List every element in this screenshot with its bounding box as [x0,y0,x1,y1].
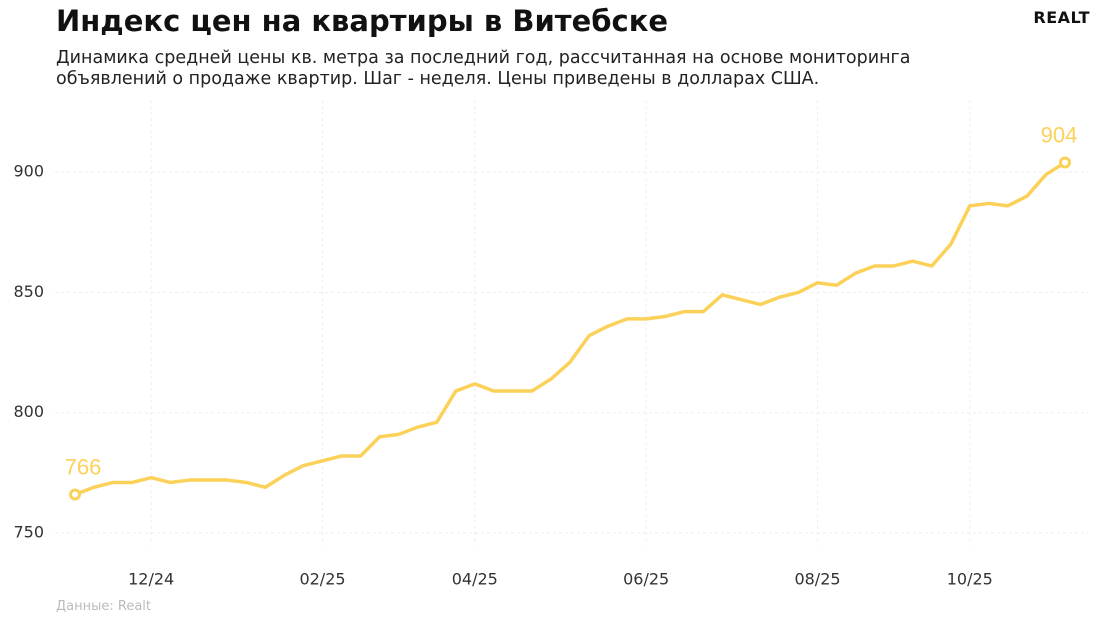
x-tick-label: 06/25 [623,570,669,589]
source: Данные: Realt [56,599,152,614]
line [74,161,1066,497]
x-tick-label: 08/25 [794,570,840,589]
data-label: 766 [65,454,102,479]
y-tick-label: 750 [13,522,44,541]
y-tick-label: 800 [13,402,44,421]
y-tick-label: 900 [13,162,44,181]
end-point [1059,156,1071,169]
chart-title: Индекс цен на квартиры в Витебске [56,4,669,38]
x-tick-label: 02/25 [299,570,345,589]
end-point [69,488,81,501]
logo: REALT [1033,8,1090,27]
chart-subtitle: Динамика средней цены кв. метра за после… [56,48,911,89]
x-tick-label: 10/25 [947,570,993,589]
x-tick-label: 04/25 [452,570,498,589]
y-tick-label: 850 [13,282,44,301]
x-tick-label: 12/24 [128,570,174,589]
data-label: 904 [1041,122,1078,147]
